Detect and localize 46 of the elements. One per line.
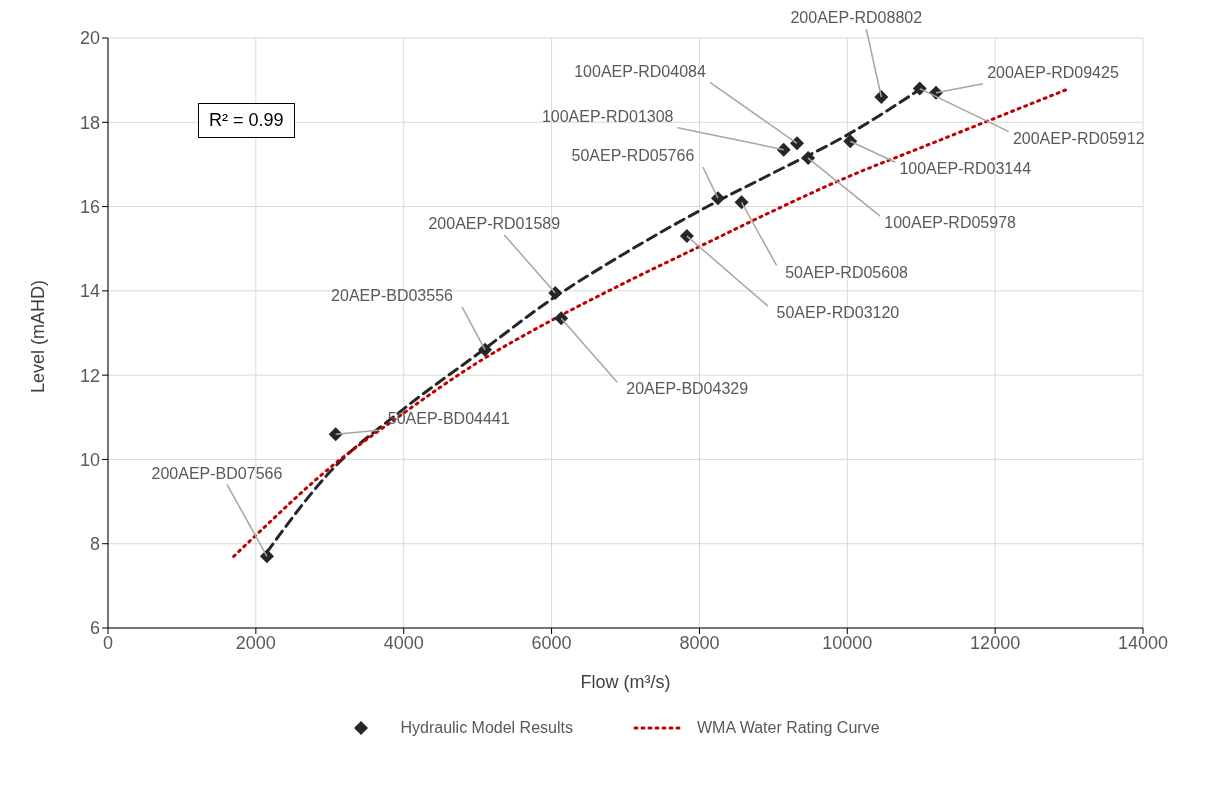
- annotation: 200AEP-RD01589: [428, 215, 561, 233]
- x-tick-label: 14000: [1117, 632, 1169, 653]
- annotation: 20AEP-BD03556: [331, 287, 454, 305]
- x-tick-label: 8000: [679, 632, 720, 653]
- x-tick-label: 12000: [970, 632, 1021, 653]
- x-tick-label: 6000: [531, 632, 572, 653]
- annotation: 200AEP-RD09425: [987, 64, 1119, 82]
- annotation: 50AEP-RD05766: [571, 147, 695, 165]
- y-tick-label: 10: [79, 449, 100, 470]
- annotation: 100AEP-RD01308: [541, 107, 674, 125]
- x-tick-label: 4000: [383, 632, 424, 653]
- x-tick-label: 2000: [235, 632, 276, 653]
- annotation: 100AEP-RD04084: [574, 62, 706, 80]
- annotation: 100AEP-RD03144: [899, 160, 1032, 178]
- point: [710, 191, 725, 206]
- legend-label: Hydraulic Model Results: [400, 719, 573, 737]
- annotation: 20AEP-BD04329: [626, 380, 749, 398]
- annotation: R² = 0.99: [198, 103, 295, 138]
- y-tick-label: 8: [89, 534, 100, 555]
- annotation: 200AEP-BD07566: [151, 464, 283, 482]
- annotation: 100AEP-RD05978: [884, 214, 1017, 232]
- point: [679, 229, 694, 244]
- point: [801, 151, 816, 166]
- point: [776, 142, 791, 157]
- y-tick-label: 18: [79, 112, 100, 133]
- y-tick-label: 12: [79, 365, 100, 386]
- y-tick-label: 14: [79, 281, 100, 302]
- point: [790, 136, 805, 151]
- annotation: 200AEP-RD05912: [1012, 129, 1145, 147]
- y-tick-label: 16: [79, 196, 100, 217]
- point: [843, 134, 858, 149]
- x-tick-label: 10000: [822, 632, 873, 653]
- point: [734, 195, 749, 210]
- annotation: 200AEP-RD08802: [790, 9, 923, 27]
- legend-label: WMA Water Rating Curve: [696, 719, 880, 737]
- x-axis-title: Flow (m³/s): [580, 672, 671, 692]
- point: [259, 549, 274, 564]
- annotation: 50AEP-RD03120: [776, 304, 900, 322]
- point: [554, 311, 569, 326]
- point: [912, 81, 927, 96]
- y-axis-title: Level (mAHD): [28, 279, 49, 393]
- x-tick-label: 0: [102, 632, 114, 653]
- y-tick-label: 6: [89, 618, 100, 639]
- y-tick-label: 20: [79, 28, 100, 49]
- annotation: 50AEP-RD05608: [785, 263, 909, 281]
- point: [548, 285, 563, 300]
